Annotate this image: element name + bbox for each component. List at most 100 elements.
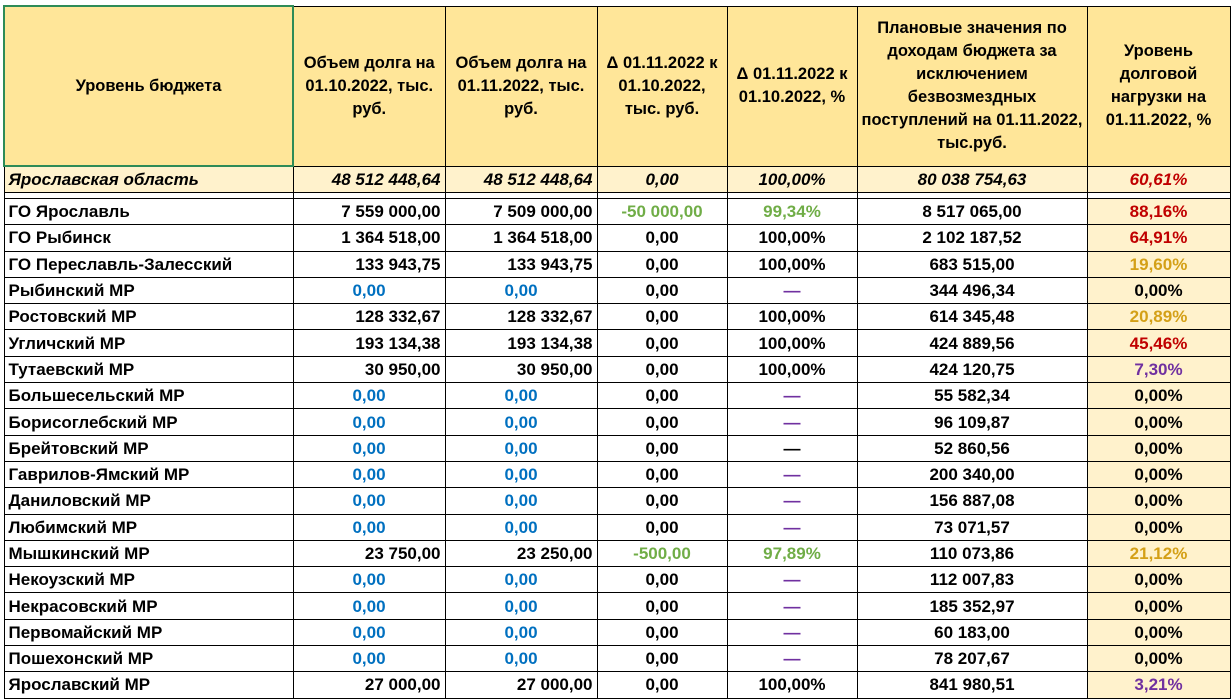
row-load: 0,00% <box>1086 434 1231 462</box>
row-name: Некоузский МР <box>3 566 294 594</box>
row-debt-nov: 1 364 518,00 <box>444 224 598 252</box>
row-debt-nov: 128 332,67 <box>444 303 598 331</box>
row-name: Ярославский МР <box>3 671 294 699</box>
row-delta-pct: — <box>726 460 858 489</box>
row-plan: 841 980,51 <box>856 671 1088 699</box>
table-row: Некрасовский МР 0,00 0,00 0,00—185 352,97 0,… <box>3 592 1231 620</box>
row-plan: 78 207,67 <box>856 645 1088 673</box>
row-delta-abs: 0,00 <box>596 355 728 384</box>
row-debt-nov: 27 000,00 <box>444 671 598 699</box>
table-row: Пошехонский МР 0,00 0,00 0,00—78 207,67 0,00… <box>3 645 1231 673</box>
row-delta-abs: 0,00 <box>596 434 728 462</box>
row-delta-abs: 0,00 <box>596 460 728 489</box>
row-delta-pct: — <box>726 592 858 620</box>
row-delta-pct: 100,00% <box>726 303 858 331</box>
row-name: Гаврилов-Ямский МР <box>3 460 294 489</box>
debt-table: Уровень бюджета Объем долга на 01.10.202… <box>3 5 1231 699</box>
row-debt-nov: 0,00 <box>444 618 598 647</box>
row-debt-oct: 1 364 518,00 <box>292 224 446 252</box>
row-debt-oct: 0,00 <box>292 460 446 489</box>
row-debt-oct: 30 950,00 <box>292 355 446 384</box>
row-debt-oct: 23 750,00 <box>292 539 446 568</box>
row-debt-oct: 133 943,75 <box>292 250 446 278</box>
row-delta-abs: 0,00 <box>596 645 728 673</box>
row-debt-oct: 0,00 <box>292 592 446 620</box>
row-name: Даниловский МР <box>3 487 294 515</box>
table-row: Борисоглебский МР 0,00 0,00 0,00—96 109,87 0… <box>3 408 1231 436</box>
header-row: Уровень бюджета Объем долга на 01.10.202… <box>3 5 1231 167</box>
row-debt-nov: 0,00 <box>444 434 598 462</box>
row-delta-pct: 100,00% <box>726 250 858 278</box>
row-debt-nov: 0,00 <box>444 592 598 620</box>
row-debt-oct: 27 000,00 <box>292 671 446 699</box>
region-delta-pct: 100,00% <box>726 165 858 193</box>
row-plan: 185 352,97 <box>856 592 1088 620</box>
table-row: Рыбинский МР 0,00 0,00 0,00—344 496,34 0,00% <box>3 276 1231 305</box>
table-row: Любимский МР 0,00 0,00 0,00—73 071,57 0,00% <box>3 513 1231 541</box>
row-debt-nov: 133 943,75 <box>444 250 598 278</box>
row-plan: 8 517 065,00 <box>856 197 1088 226</box>
row-delta-pct: — <box>726 382 858 410</box>
row-plan: 424 120,75 <box>856 355 1088 384</box>
row-debt-oct: 7 559 000,00 <box>292 197 446 226</box>
row-delta-pct: 97,89% <box>726 539 858 568</box>
row-delta-pct: — <box>726 408 858 436</box>
row-name: Пошехонский МР <box>3 645 294 673</box>
row-delta-abs: 0,00 <box>596 276 728 305</box>
row-delta-pct: 99,34% <box>726 197 858 226</box>
row-delta-pct: — <box>726 513 858 541</box>
row-plan: 424 889,56 <box>856 329 1088 357</box>
row-load: 20,89% <box>1086 303 1231 331</box>
row-load: 0,00% <box>1086 645 1231 673</box>
row-plan: 614 345,48 <box>856 303 1088 331</box>
row-name: Любимский МР <box>3 513 294 541</box>
row-debt-nov: 0,00 <box>444 487 598 515</box>
row-debt-nov: 0,00 <box>444 460 598 489</box>
row-delta-pct: — <box>726 276 858 305</box>
row-debt-nov: 0,00 <box>444 513 598 541</box>
table-row: ГО Рыбинск 1 364 518,00 1 364 518,00 0,00 10… <box>3 224 1231 252</box>
row-load: 0,00% <box>1086 487 1231 515</box>
row-load: 64,91% <box>1086 224 1231 252</box>
row-plan: 73 071,57 <box>856 513 1088 541</box>
row-name: Мышкинский МР <box>3 539 294 568</box>
row-delta-abs: 0,00 <box>596 382 728 410</box>
row-plan: 52 860,56 <box>856 434 1088 462</box>
table-row: Брейтовский МР 0,00 0,00 0,00—52 860,56 0,00… <box>3 434 1231 462</box>
row-plan: 112 007,83 <box>856 566 1088 594</box>
row-name: Большесельский МР <box>3 382 294 410</box>
row-delta-pct: — <box>726 566 858 594</box>
table-row: Ростовский МР 128 332,67 128 332,67 0,00 100… <box>3 303 1231 331</box>
row-load: 0,00% <box>1086 513 1231 541</box>
row-debt-nov: 0,00 <box>444 645 598 673</box>
row-name: Рыбинский МР <box>3 276 294 305</box>
table-row: Ярославский МР 27 000,00 27 000,00 0,00 100,… <box>3 671 1231 699</box>
header-delta-abs: Δ 01.11.2022 к 01.10.2022, тыс. руб. <box>596 5 728 167</box>
row-delta-abs: 0,00 <box>596 250 728 278</box>
row-delta-abs: 0,00 <box>596 329 728 357</box>
table-row: Угличский МР 193 134,38 193 134,38 0,00 100,… <box>3 329 1231 357</box>
row-delta-pct: — <box>726 434 858 462</box>
row-debt-oct: 0,00 <box>292 487 446 515</box>
row-plan: 156 887,08 <box>856 487 1088 515</box>
row-load: 19,60% <box>1086 250 1231 278</box>
row-load: 0,00% <box>1086 408 1231 436</box>
table-row: Даниловский МР 0,00 0,00 0,00—156 887,08 0,0… <box>3 487 1231 515</box>
row-debt-nov: 0,00 <box>444 566 598 594</box>
row-load: 0,00% <box>1086 618 1231 647</box>
region-debt-oct: 48 512 448,64 <box>292 165 446 193</box>
row-debt-nov: 193 134,38 <box>444 329 598 357</box>
header-debt-nov: Объем долга на 01.11.2022, тыс. руб. <box>444 5 598 167</box>
row-delta-abs: 0,00 <box>596 487 728 515</box>
row-debt-nov: 7 509 000,00 <box>444 197 598 226</box>
header-delta-pct: Δ 01.11.2022 к 01.10.2022, % <box>726 5 858 167</box>
row-delta-pct: — <box>726 645 858 673</box>
row-debt-oct: 193 134,38 <box>292 329 446 357</box>
row-name: Некрасовский МР <box>3 592 294 620</box>
row-debt-oct: 128 332,67 <box>292 303 446 331</box>
row-debt-oct: 0,00 <box>292 566 446 594</box>
row-delta-pct: 100,00% <box>726 329 858 357</box>
header-budget-level[interactable]: Уровень бюджета <box>3 5 294 167</box>
row-name: ГО Ярославль <box>3 197 294 226</box>
row-delta-abs: -50 000,00 <box>596 197 728 226</box>
